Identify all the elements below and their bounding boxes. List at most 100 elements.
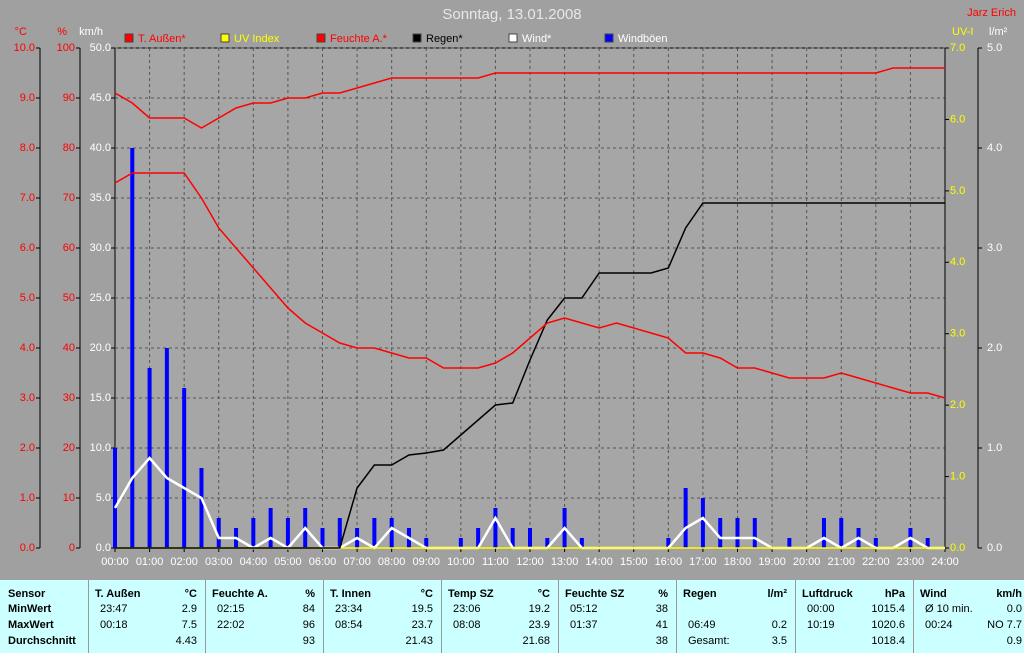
- y-tick-label: 15.0: [90, 392, 111, 404]
- legend-swatch: [412, 33, 422, 43]
- gust-bar: [424, 538, 429, 548]
- separator: [88, 580, 89, 653]
- y-tick-label: 35.0: [90, 192, 111, 204]
- chart: Sonntag, 13.01.2008 Jarz Erich 00:00 01:0…: [14, 6, 1016, 568]
- group-name: Feuchte SZ: [565, 588, 625, 600]
- y-tick-label: 1.0: [987, 442, 1002, 454]
- cell-value: 0.9: [1006, 635, 1022, 647]
- cell-value: 2.9: [181, 603, 197, 615]
- cell-time: 23:34: [335, 603, 363, 615]
- row-label: MaxWert: [8, 619, 54, 631]
- cell-value: 4.43: [175, 635, 197, 647]
- y-tick-label: 5.0: [950, 185, 965, 197]
- cell-time: 08:54: [335, 619, 363, 631]
- y-tick-label: 1.0: [20, 492, 35, 504]
- cell-value: 84: [302, 603, 315, 615]
- x-tick-label: 05:00: [274, 556, 302, 568]
- group-unit: l/m²: [767, 588, 787, 600]
- row-label: Durchschnitt: [8, 635, 76, 647]
- gust-bar: [458, 538, 463, 548]
- gust-bar: [199, 468, 204, 548]
- x-tick-label: 10:00: [447, 556, 475, 568]
- cell-value: 1018.4: [871, 635, 905, 647]
- group-unit: %: [305, 588, 315, 600]
- y-tick-label: 2.0: [20, 442, 35, 454]
- separator: [323, 580, 324, 653]
- gust-bar: [216, 518, 221, 548]
- gust-bar: [285, 518, 290, 548]
- y-tick-label: 2.0: [987, 342, 1002, 354]
- y-tick-label: 60: [63, 242, 75, 254]
- y-tick-label: 30: [63, 392, 75, 404]
- x-tick-label: 02:00: [170, 556, 198, 568]
- x-tick-label: 23:00: [897, 556, 925, 568]
- axis-unit: °C: [15, 26, 27, 38]
- x-tick-label: 12:00: [516, 556, 544, 568]
- x-tick-label: 00:00: [101, 556, 129, 568]
- cell-time: Ø 10 min.: [925, 603, 973, 615]
- x-tick-label: 16:00: [655, 556, 683, 568]
- gust-bar: [718, 518, 723, 548]
- y-tick-label: 10.0: [14, 42, 35, 54]
- group-name: Regen: [683, 588, 717, 600]
- y-tick-label: 7.0: [20, 192, 35, 204]
- y-tick-label: 0.0: [950, 542, 965, 554]
- cell-time: Gesamt:: [688, 635, 730, 647]
- x-tick-label: 21:00: [827, 556, 855, 568]
- gust-bar: [493, 508, 498, 548]
- y-tick-label: 3.0: [20, 392, 35, 404]
- x-tick-label: 18:00: [724, 556, 752, 568]
- cell-time: 10:19: [807, 619, 835, 631]
- y-tick-label: 100: [57, 42, 75, 54]
- group-unit: °C: [420, 588, 433, 600]
- gust-bar: [130, 148, 135, 548]
- cell-value: 21.43: [405, 635, 433, 647]
- cell-time: 08:08: [453, 619, 481, 631]
- cell-value: 0.0: [1006, 603, 1022, 615]
- legend-swatch: [508, 33, 518, 43]
- stats-table: Sensor MinWert MaxWert Durchschnitt T. Außen…: [0, 580, 1024, 653]
- legend-label: Feuchte A.*: [330, 33, 388, 45]
- cell-value: 3.5: [771, 635, 787, 647]
- cell-value: 21.68: [522, 635, 550, 647]
- row-label: Sensor: [8, 588, 46, 600]
- y-tick-label: 0: [69, 542, 75, 554]
- y-tick-label: 0.0: [20, 542, 35, 554]
- gust-bar: [476, 528, 481, 548]
- series-line: [114, 67, 945, 129]
- y-tick-label: 6.0: [20, 242, 35, 254]
- axis-unit: km/h: [79, 26, 103, 38]
- legend-label: Regen*: [426, 33, 463, 45]
- y-tick-label: 50.0: [90, 42, 111, 54]
- gust-bar: [113, 448, 117, 548]
- y-tick-label: 5.0: [20, 292, 35, 304]
- axis-unit: l/m²: [989, 26, 1008, 38]
- group-unit: °C: [537, 588, 550, 600]
- gust-bar: [787, 538, 792, 548]
- y-tick-label: 6.0: [950, 113, 965, 125]
- x-tick-label: 22:00: [862, 556, 890, 568]
- group-name: Wind: [920, 588, 947, 600]
- cell-value: 38: [655, 635, 668, 647]
- x-tick-label: 14:00: [585, 556, 613, 568]
- gust-bar: [579, 538, 584, 548]
- cell-value: 7.5: [181, 619, 197, 631]
- gust-bar: [925, 538, 930, 548]
- x-tick-label: 19:00: [758, 556, 786, 568]
- y-tick-label: 20: [63, 442, 75, 454]
- group-name: Temp SZ: [448, 588, 494, 600]
- group-unit: km/h: [996, 588, 1022, 600]
- separator: [205, 580, 206, 653]
- legend-swatch: [316, 33, 326, 43]
- gust-bar: [735, 518, 740, 548]
- y-tick-label: 4.0: [950, 256, 965, 268]
- y-tick-label: 50: [63, 292, 75, 304]
- gust-bar: [752, 518, 757, 548]
- chart-title: Sonntag, 13.01.2008: [442, 6, 581, 23]
- y-tick-label: 8.0: [20, 142, 35, 154]
- gust-bar: [821, 518, 826, 548]
- series-line: [114, 172, 946, 399]
- cell-time: 23:47: [100, 603, 128, 615]
- gust-bar: [320, 528, 325, 548]
- y-tick-label: 7.0: [950, 42, 965, 54]
